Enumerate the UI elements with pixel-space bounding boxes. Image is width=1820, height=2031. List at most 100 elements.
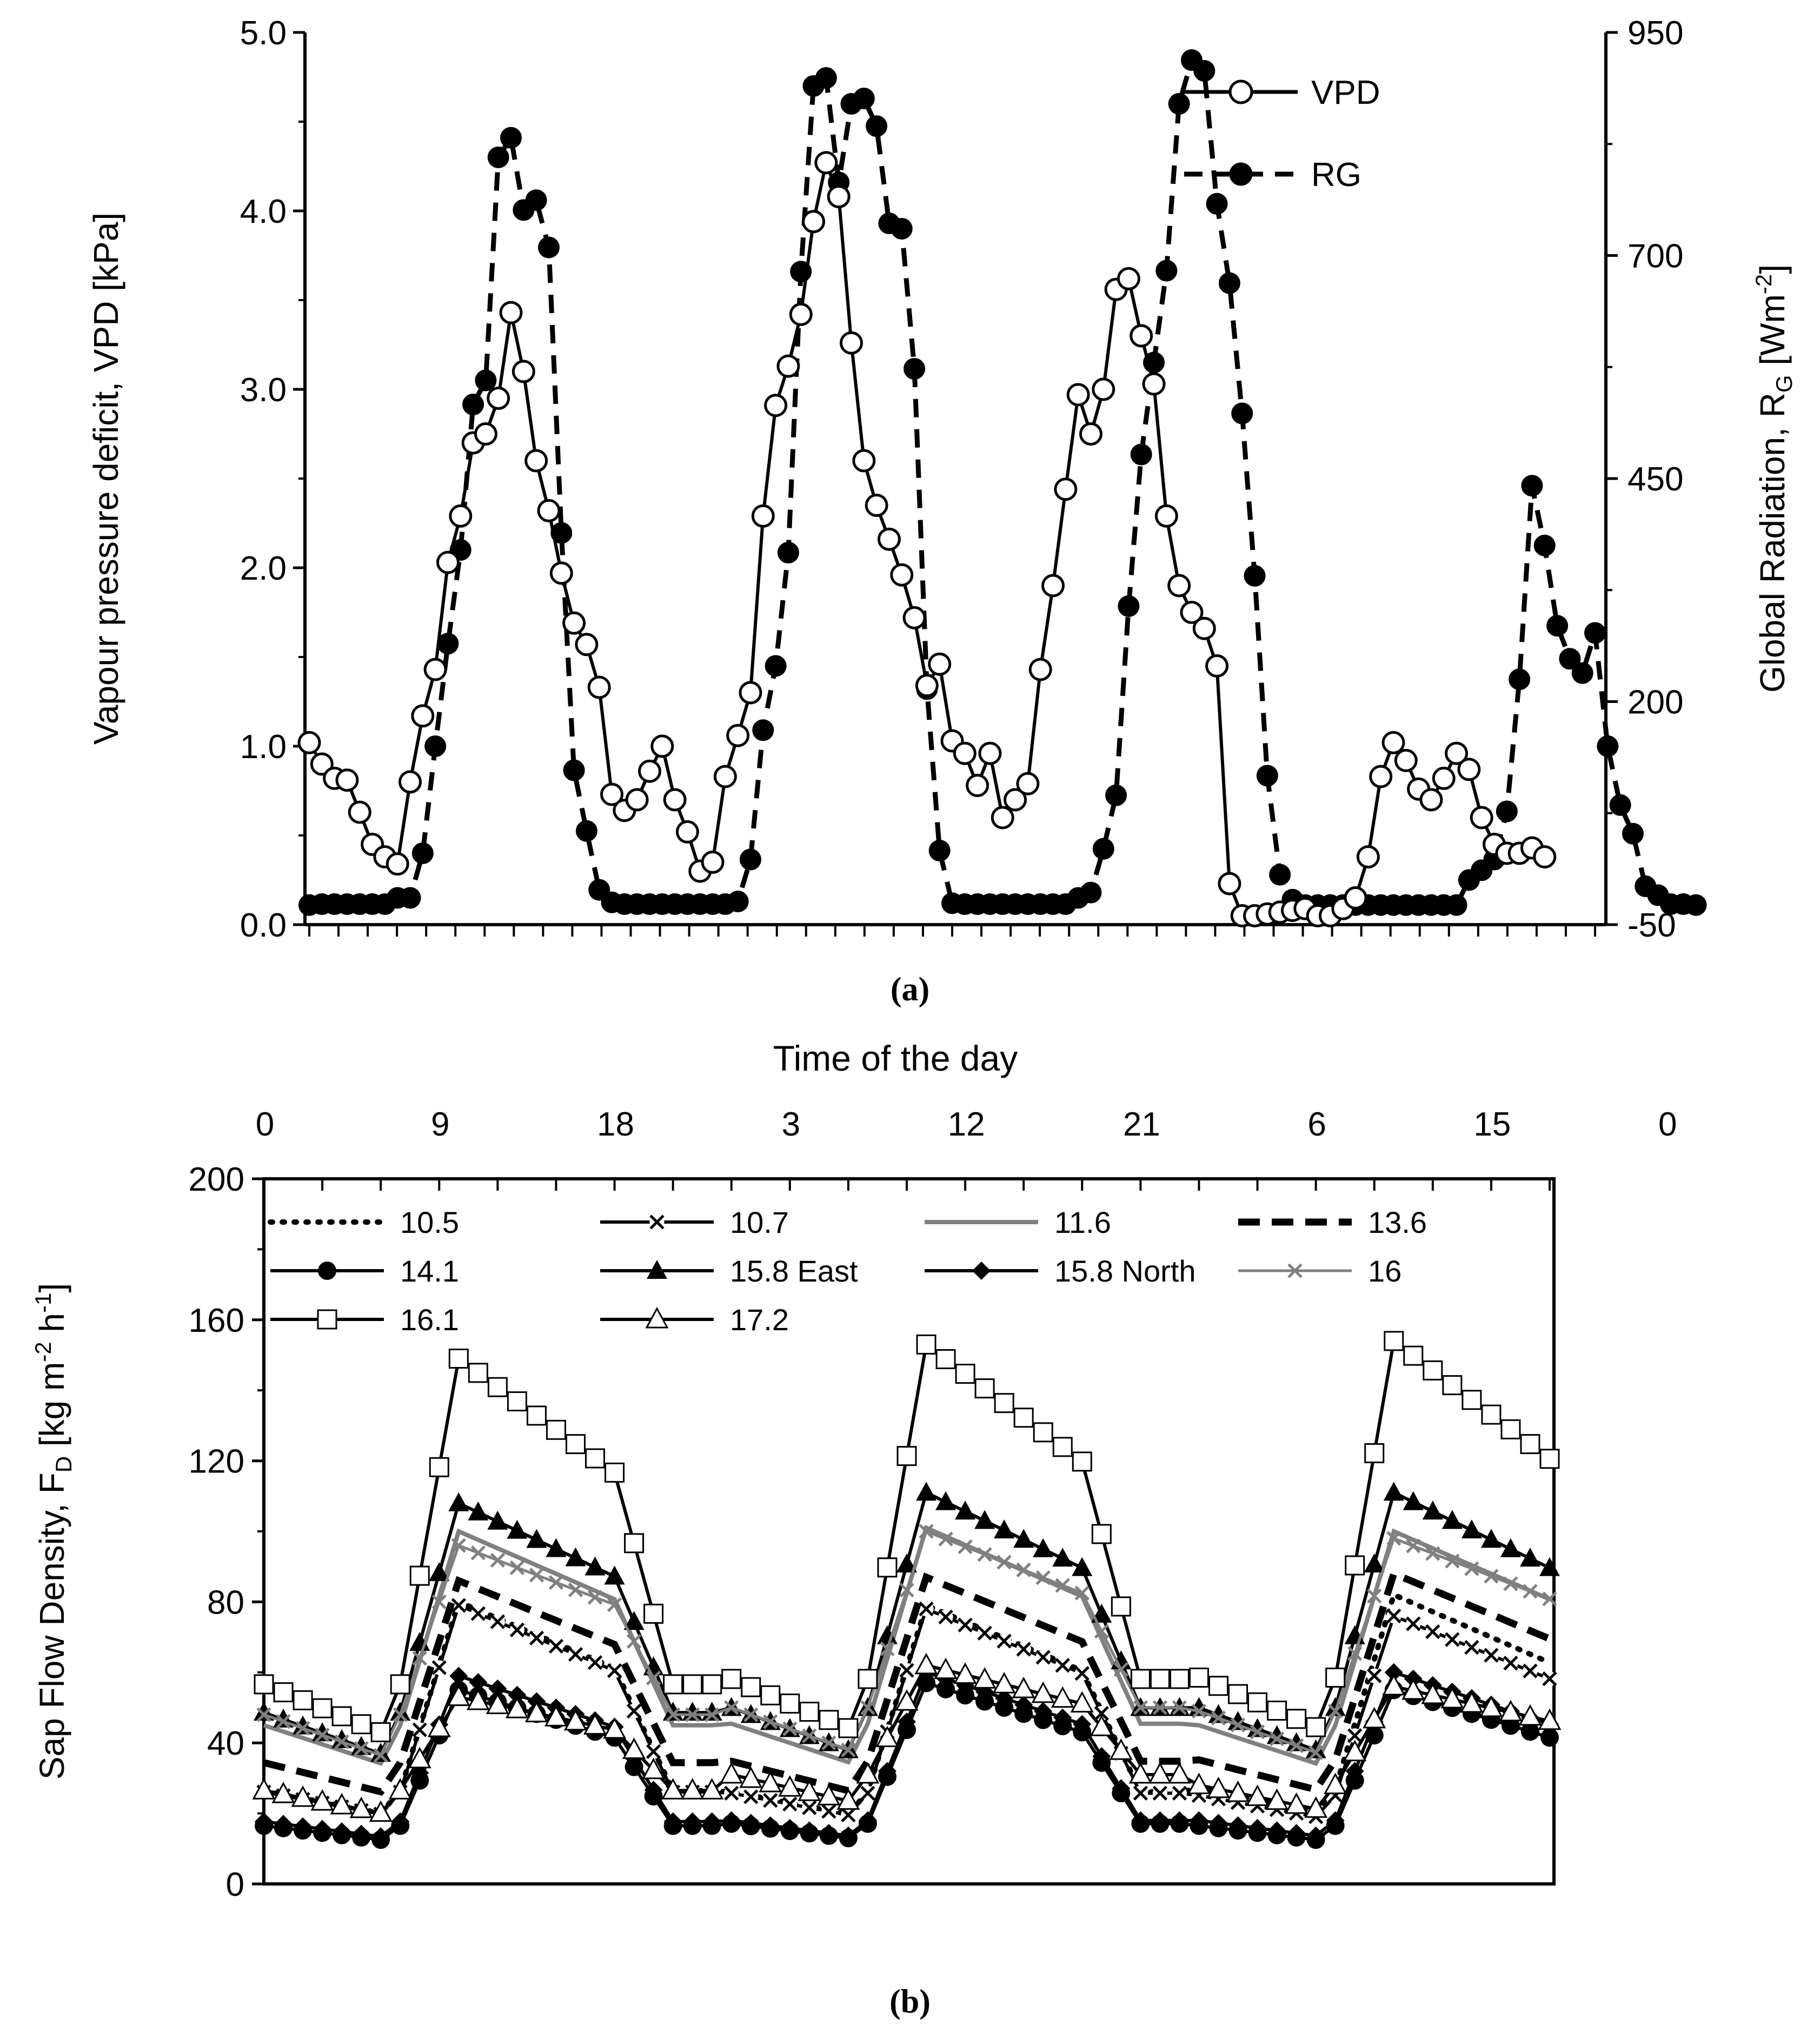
series-marker — [546, 1419, 566, 1440]
series-marker — [1287, 1824, 1306, 1843]
series-marker — [1306, 1826, 1325, 1845]
rg-point — [1597, 735, 1619, 757]
vpd-point — [839, 331, 863, 355]
series-marker — [1324, 1773, 1347, 1794]
series-marker — [663, 1674, 683, 1695]
series-marker — [1384, 1663, 1403, 1682]
vpd-point — [966, 774, 989, 798]
series-marker — [505, 1696, 529, 1718]
series-line-vpd — [308, 157, 1546, 918]
rg-point — [1130, 443, 1152, 466]
series-marker — [293, 1690, 313, 1710]
series-marker — [1267, 1821, 1286, 1840]
series-marker — [607, 1597, 622, 1612]
series-marker — [896, 1446, 917, 1466]
series-marker — [1345, 1762, 1364, 1781]
y-tick-label: 1.0 — [240, 728, 287, 766]
series-marker — [1523, 1584, 1538, 1599]
series-marker — [1070, 1691, 1094, 1713]
series-marker — [526, 1529, 547, 1548]
y2label-main: Global Radiation, R — [1753, 393, 1792, 693]
chart-a-series — [297, 49, 1707, 927]
series-marker — [916, 1482, 937, 1501]
series-marker — [626, 1634, 642, 1649]
series-marker — [1539, 1557, 1560, 1576]
series-marker — [509, 1622, 525, 1637]
series-marker — [841, 1807, 856, 1823]
series-marker — [529, 1568, 544, 1583]
rg-point — [424, 735, 447, 757]
series-marker — [1383, 1482, 1404, 1501]
rg-point — [1685, 894, 1707, 916]
series-marker — [352, 1824, 371, 1843]
series-marker — [427, 1715, 451, 1737]
series-marker — [1384, 1331, 1404, 1351]
series-marker — [860, 1786, 875, 1801]
series-marker — [647, 1260, 667, 1279]
series-marker — [1442, 1510, 1463, 1529]
series-marker — [1091, 1603, 1112, 1623]
series-marker — [624, 1533, 645, 1554]
vpd-point — [512, 360, 535, 383]
series-marker — [780, 1693, 800, 1714]
chart-b-x-ticks — [263, 1179, 1551, 1191]
series-marker — [490, 1552, 506, 1568]
series-marker — [880, 1641, 895, 1656]
series-marker — [1208, 1704, 1229, 1723]
series-marker — [956, 1686, 975, 1705]
rg-point — [1609, 794, 1631, 816]
rg-point — [1533, 534, 1556, 556]
rg-point — [1218, 272, 1240, 294]
y2label-unit-post: ] — [1753, 264, 1792, 274]
series-marker — [977, 1547, 992, 1562]
rg-point — [891, 218, 913, 240]
rg-point — [1571, 662, 1593, 684]
x-tick-label: 9 — [431, 1106, 449, 1143]
series-marker — [1226, 1780, 1250, 1802]
series-marker — [318, 1262, 336, 1280]
series-marker — [469, 1673, 488, 1692]
vpd-point — [764, 394, 788, 417]
legend-item: 10.5 — [268, 1205, 459, 1239]
series-marker — [1403, 1345, 1424, 1366]
vpd-point — [1419, 788, 1443, 812]
series-marker — [1308, 1745, 1324, 1760]
series-marker — [294, 1817, 313, 1836]
y2-tick-label: 200 — [1628, 684, 1683, 721]
vpd-point — [1381, 731, 1405, 754]
x-tick-label: 15 — [1473, 1106, 1511, 1143]
vpd-point — [562, 611, 586, 635]
series-marker — [451, 1538, 466, 1553]
chart-a-legend: VPD RG — [1184, 74, 1380, 194]
series-marker — [1013, 1408, 1034, 1428]
series-marker — [1464, 1561, 1479, 1576]
vpd-point — [1066, 383, 1090, 407]
series-marker — [974, 1510, 995, 1529]
series-marker — [409, 1565, 430, 1586]
series-marker — [1148, 1762, 1172, 1784]
series-marker — [1151, 1811, 1170, 1830]
series-marker — [312, 1698, 333, 1718]
series-marker — [1133, 1700, 1148, 1715]
panel-label-b: (b) — [889, 1983, 931, 2020]
series-marker — [448, 1349, 469, 1369]
series-marker — [875, 1725, 899, 1748]
vpd-point — [575, 633, 599, 656]
series-marker — [778, 1775, 802, 1797]
series-marker — [1423, 1360, 1443, 1380]
series-marker — [1287, 1263, 1303, 1278]
series-marker — [1074, 1585, 1090, 1601]
series-marker — [1464, 1640, 1479, 1655]
rg-point — [1080, 881, 1102, 904]
series-marker — [761, 1816, 780, 1835]
series-marker — [1112, 1779, 1131, 1798]
series-marker — [1425, 1546, 1440, 1561]
series-marker — [1460, 1691, 1484, 1713]
vpd-point — [650, 734, 674, 758]
series-marker — [507, 1519, 528, 1539]
series-marker — [700, 1778, 724, 1800]
series-marker — [271, 1781, 295, 1803]
series-marker — [645, 1306, 669, 1329]
vpd-point — [1205, 654, 1229, 678]
rg-point — [500, 127, 522, 149]
